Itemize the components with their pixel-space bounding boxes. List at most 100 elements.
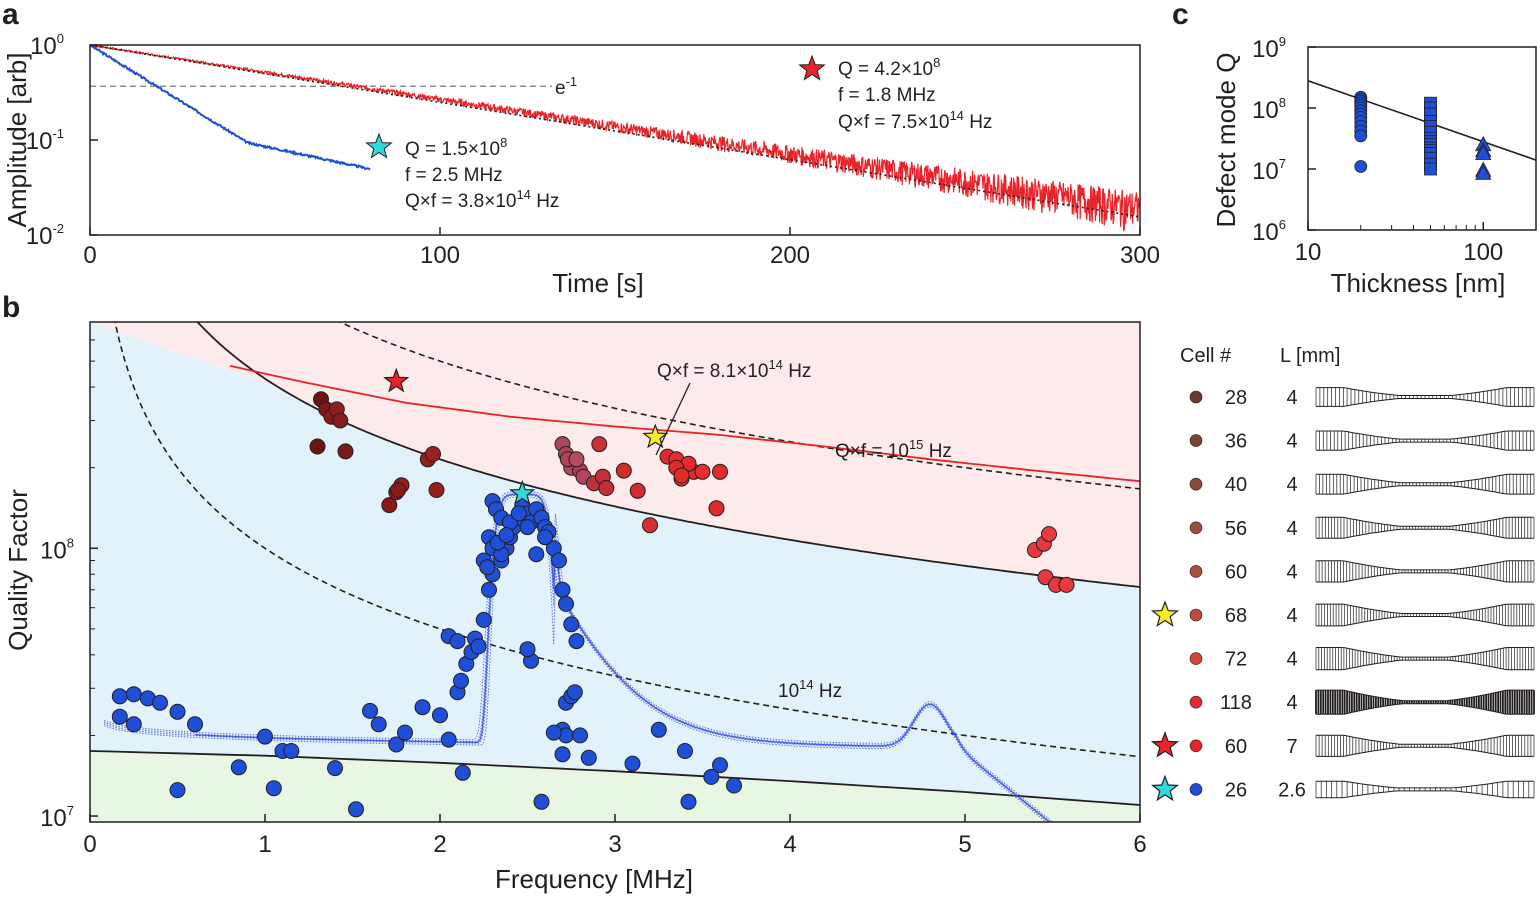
blue-data-point — [650, 721, 667, 738]
device-outline-top — [1316, 647, 1534, 658]
panel-letter-b: b — [2, 291, 20, 324]
panel-b-plot-area — [90, 322, 1140, 822]
c-ytick-exp: 8 — [1279, 95, 1286, 110]
blue-data-point — [624, 755, 641, 772]
legend-cell-number: 68 — [1225, 605, 1247, 627]
blue-data-point — [230, 759, 247, 776]
legend-row: 68 4 — [1150, 600, 1535, 627]
star-yellow-icon — [1150, 600, 1180, 627]
legend-cell-number: 60 — [1225, 561, 1247, 583]
legend-cell-number: 118 — [1220, 692, 1252, 714]
blue-data-point — [533, 793, 550, 810]
device-pattern — [1315, 474, 1535, 495]
blue-data-point — [169, 703, 186, 720]
blue-data-point — [558, 595, 574, 612]
red-data-point — [708, 500, 725, 517]
legend-cell-number: 28 — [1225, 387, 1247, 409]
blue-data-point — [510, 505, 527, 522]
legend-length: 4 — [1286, 387, 1297, 409]
blue-data-point — [551, 552, 567, 569]
curve-green-limit — [90, 750, 1140, 806]
legend-header-cell: Cell # — [1180, 345, 1232, 367]
red-star-icon — [798, 54, 826, 81]
blue-data-point — [470, 638, 487, 655]
blue-data-point — [498, 527, 515, 544]
blue-data-point — [680, 793, 697, 810]
legend-cell-number: 72 — [1225, 649, 1247, 671]
blue-data-point — [481, 581, 497, 598]
a-xtick-label: 200 — [770, 242, 810, 269]
blue-data-point — [111, 688, 128, 705]
red-star-marker — [383, 367, 410, 393]
legend-color-dot — [1189, 434, 1203, 447]
device-outline-top — [1316, 516, 1534, 527]
panel-a-xlabel: Time [s] — [552, 268, 643, 298]
legend-length: 4 — [1286, 561, 1297, 583]
panel-a-annotation-red: Q = 4.2×108 f = 1.8 MHz Q×f = 7.5×1014 H… — [798, 54, 992, 133]
red-data-point — [615, 462, 632, 479]
a-ytick-exp: 0 — [57, 31, 64, 46]
legend-row: 118 4 — [1189, 689, 1535, 715]
c-ytick-label: 109 — [1252, 34, 1286, 63]
panel-c-axes: 10 100 109 108 107 106 — [1252, 34, 1537, 266]
legend-row: 72 4 — [1189, 647, 1535, 671]
legend-length: 4 — [1286, 649, 1297, 671]
legend-color-dot — [1189, 477, 1203, 491]
cyan-f: f = 2.5 MHz — [405, 165, 503, 186]
red-qf: Q×f = 7.5×1014 Hz — [838, 108, 992, 133]
blue-data-point — [432, 707, 448, 724]
device-pattern — [1315, 604, 1535, 626]
b-xtick-label: 5 — [958, 831, 971, 858]
device-pattern — [1315, 560, 1535, 582]
panel-b-xlabel: Frequency [MHz] — [495, 864, 693, 894]
legend-color-dot — [1189, 695, 1203, 709]
legend-row: 60 4 — [1189, 560, 1535, 583]
blue-data-point — [554, 746, 571, 763]
device-outline-bottom — [1316, 485, 1534, 495]
red-decay-series — [90, 45, 1140, 232]
b-xtick-label: 1 — [258, 831, 271, 858]
legend-color-dot — [1189, 739, 1203, 753]
legend-length: 4 — [1286, 431, 1297, 453]
panel-c-plot-area — [1308, 79, 1536, 180]
legend-row: 26 2.6 — [1150, 774, 1535, 801]
blue-data-point — [370, 716, 387, 733]
cyan-star-icon — [365, 132, 393, 159]
blue-data-point — [187, 716, 203, 733]
panel-letter-a: a — [2, 0, 19, 31]
blue-data-point — [440, 731, 457, 748]
blue-data-point — [152, 694, 168, 711]
c-ytick-label: 106 — [1252, 217, 1286, 246]
red-data-point — [337, 443, 354, 460]
c-xtick-label: 10 — [1295, 239, 1322, 266]
device-pattern — [1315, 517, 1535, 539]
legend-cell-number: 60 — [1225, 736, 1247, 758]
b-xtick-label: 4 — [783, 831, 796, 858]
device-outline-top — [1316, 734, 1534, 745]
red-data-point — [1058, 576, 1075, 593]
blue-data-point — [348, 801, 364, 818]
red-data-point — [712, 463, 728, 480]
device-outline-bottom — [1316, 659, 1534, 671]
legend-cell-number: 56 — [1225, 518, 1247, 540]
blue-data-point — [327, 760, 343, 777]
a-xtick-label: 0 — [83, 242, 96, 269]
panel-b-chart: 0 1 2 3 4 5 6 108 107 Frequency [MHz] Quality Fa… — [3, 321, 1147, 894]
legend-row: 60 7 — [1150, 731, 1535, 758]
blue-data-point — [475, 611, 492, 628]
panel-a-ylabel: Amplitude [arb] — [2, 53, 32, 228]
legend-length: 4 — [1286, 518, 1297, 540]
legend-row: 56 4 — [1189, 516, 1535, 540]
c-ytick-exp: 6 — [1279, 217, 1286, 232]
red-data-point — [591, 436, 608, 453]
a-ytick-label: 10-2 — [26, 221, 64, 250]
device-outline-bottom — [1316, 398, 1534, 407]
blue-data-point — [554, 581, 571, 598]
b-ytick-label: 107 — [40, 803, 74, 832]
blue-data-point — [519, 641, 536, 658]
red-data-point — [381, 497, 398, 514]
c-fit-line — [1308, 79, 1536, 161]
